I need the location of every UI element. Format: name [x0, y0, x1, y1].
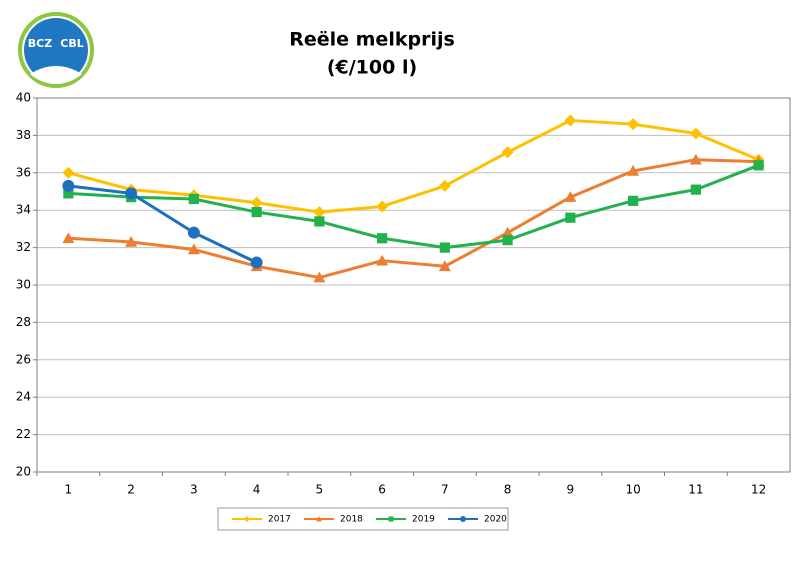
y-tick-label: 38 — [16, 128, 31, 142]
x-tick-label: 2 — [127, 483, 135, 497]
chart-subtitle: (€/100 l) — [327, 57, 417, 79]
x-tick-label: 1 — [65, 483, 73, 497]
marker — [438, 260, 451, 272]
marker — [439, 242, 450, 253]
marker — [753, 160, 764, 171]
marker — [251, 206, 262, 218]
chart-title: Reële melkprijs — [289, 29, 455, 51]
marker — [244, 516, 250, 522]
marker — [627, 118, 640, 131]
x-tick-label: 5 — [316, 483, 324, 497]
marker — [62, 232, 75, 244]
marker — [62, 166, 75, 179]
y-tick-label: 32 — [16, 240, 31, 254]
marker — [388, 516, 394, 522]
marker — [564, 191, 577, 202]
series-line — [68, 184, 258, 264]
marker — [125, 235, 138, 247]
logo: BCZ CBL — [18, 12, 94, 88]
y-tick-label: 24 — [16, 390, 31, 404]
marker — [376, 254, 389, 266]
y-tick-label: 26 — [16, 352, 31, 366]
marker — [690, 184, 701, 195]
y-tick-label: 30 — [16, 278, 31, 292]
marker — [313, 206, 326, 219]
x-tick-label: 8 — [504, 483, 512, 497]
marker — [627, 164, 640, 176]
y-tick-label: 20 — [16, 465, 31, 479]
marker — [564, 114, 577, 127]
series-line — [67, 118, 760, 214]
marker — [501, 146, 514, 159]
marker — [316, 516, 322, 522]
marker — [250, 196, 263, 209]
marker — [250, 256, 263, 269]
logo-left: BCZ — [28, 37, 52, 50]
marker — [314, 216, 325, 227]
marker — [125, 187, 138, 200]
marker — [187, 243, 200, 255]
y-tick-label: 28 — [16, 315, 31, 329]
y-tick-label: 36 — [16, 165, 31, 179]
x-tick-label: 9 — [567, 483, 575, 497]
marker — [63, 188, 74, 199]
legend-label: 2017 — [268, 515, 291, 525]
marker — [313, 271, 326, 283]
x-tick-label: 12 — [751, 483, 766, 497]
y-tick-label: 34 — [16, 203, 31, 217]
marker — [565, 212, 576, 223]
legend-box — [217, 507, 509, 531]
y-tick-label: 22 — [16, 427, 31, 441]
series-line — [68, 163, 760, 250]
logo-disc — [24, 18, 88, 82]
y-tick-label: 40 — [16, 91, 31, 105]
marker — [628, 195, 639, 206]
marker — [187, 226, 200, 239]
marker — [689, 153, 702, 165]
marker — [62, 179, 75, 192]
x-tick-label: 3 — [190, 483, 198, 497]
x-tick-label: 4 — [253, 483, 261, 497]
logo-splash — [30, 66, 82, 84]
marker — [438, 179, 451, 192]
x-tick-label: 11 — [688, 483, 703, 497]
x-tick-label: 7 — [441, 483, 449, 497]
marker — [501, 226, 514, 238]
marker — [689, 127, 702, 140]
legend-label: 2020 — [484, 515, 507, 525]
legend-label: 2018 — [340, 515, 363, 525]
marker — [460, 516, 466, 522]
marker — [376, 200, 389, 213]
logo-right: CBL — [60, 37, 83, 50]
series-line — [68, 158, 759, 280]
x-tick-label: 6 — [378, 483, 386, 497]
x-tick-label: 10 — [625, 483, 640, 497]
marker — [377, 233, 388, 244]
marker — [188, 193, 199, 205]
marker — [502, 235, 513, 246]
legend-label: 2019 — [412, 515, 435, 525]
